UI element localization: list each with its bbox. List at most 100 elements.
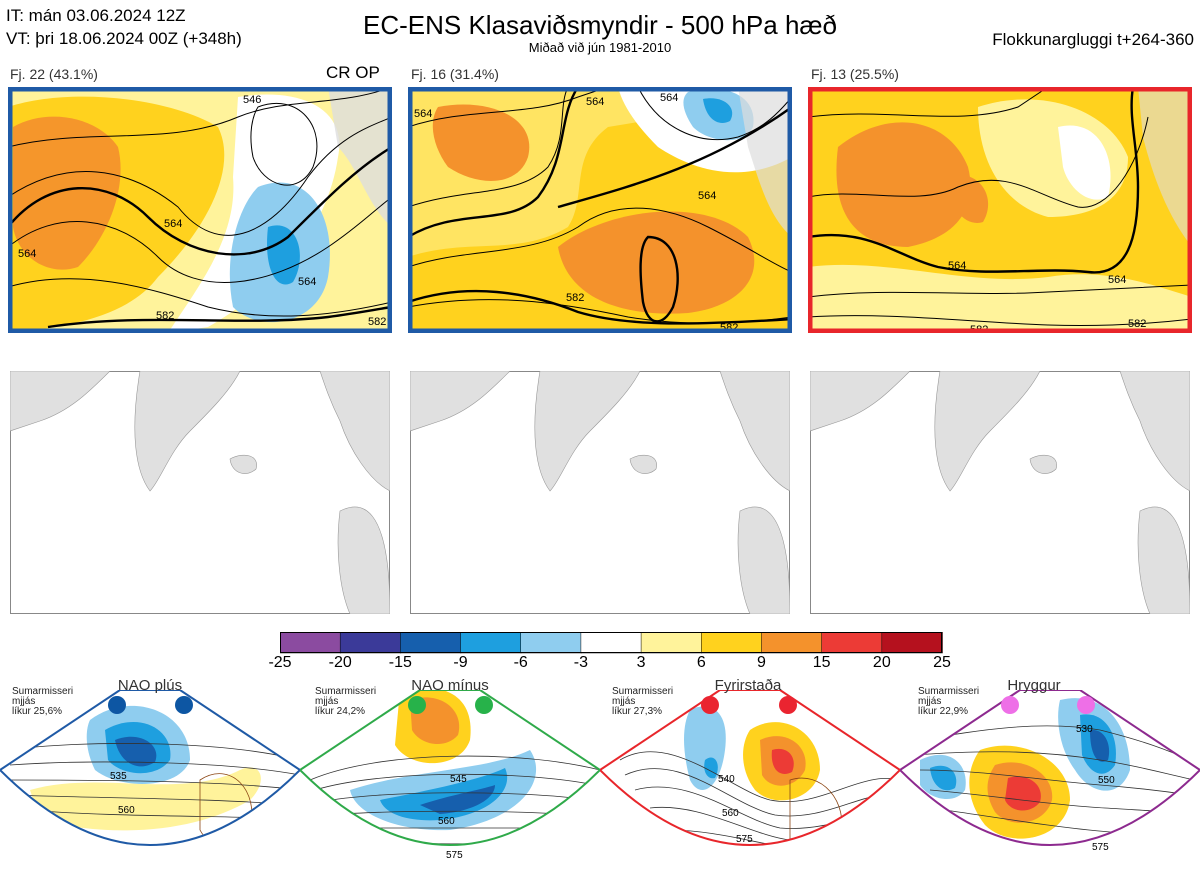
height-contour (808, 116, 1149, 208)
colorbar-cell (580, 632, 642, 654)
height-contour (314, 773, 596, 791)
regime-1-title: NAO plús (117, 677, 183, 694)
anomaly-fill-blue (267, 225, 300, 285)
colorbar-tick-label: -15 (388, 654, 412, 671)
anomaly-fill-orange (836, 122, 971, 247)
colorbar-tick-label: -9 (453, 654, 468, 671)
height-contour (8, 116, 392, 236)
season-months: mjjás (12, 696, 36, 707)
contour-label: 582 (566, 292, 584, 304)
header-info: IT: mán 03.06.2024 12Z VT: þri 18.06.202… (6, 4, 242, 50)
height-contour (408, 87, 569, 208)
contour-label: 575 (1092, 842, 1109, 853)
height-contour (309, 755, 600, 781)
anomaly-fill-orange (432, 104, 530, 181)
contour-label: 545 (450, 774, 467, 785)
colorbar-cell (520, 632, 582, 654)
regime-probability: líkur 22,9% (918, 706, 969, 717)
season-label: Sumarmisseri (12, 686, 74, 697)
cluster-3-map: 564 564 582 582 (808, 87, 1192, 333)
map-empty-2 (410, 371, 790, 614)
contour-label: 560 (722, 808, 739, 819)
colorbar-tick-label: 15 (812, 654, 831, 671)
land-greenland (1138, 87, 1192, 247)
regime-2-frame (300, 690, 600, 846)
anomaly-fill-light-yellow (808, 264, 1192, 333)
land-greenland (934, 371, 1041, 492)
height-contour (319, 792, 591, 803)
regime-4-frame (900, 690, 1200, 846)
land-iceland (1029, 454, 1057, 474)
initial-time: IT: mán 03.06.2024 12Z (6, 6, 186, 25)
contour-label: 564 (586, 96, 604, 108)
regime-4-info: Sumarmisseri mjjás líkur 22,9% (918, 687, 979, 717)
contour-label: 560 (118, 805, 135, 816)
land-canada (410, 371, 511, 432)
regime-dot (108, 696, 126, 714)
colorbar-cell (881, 632, 943, 654)
regime-2-info: Sumarmisseri mjjás líkur 24,2% (315, 687, 376, 717)
season-months: mjjás (918, 696, 942, 707)
contour-label: 540 (718, 774, 735, 785)
height-contour (919, 769, 1191, 796)
colorbar-cell (460, 632, 522, 654)
contour-label: 582 (368, 316, 386, 328)
contour-label: 560 (438, 816, 455, 827)
anomaly-fill-red (771, 748, 794, 774)
regime-3-title: Fyrirstaða (714, 677, 782, 694)
season-months: mjjás (315, 696, 339, 707)
season-label: Sumarmisseri (612, 686, 674, 697)
height-contour (250, 102, 318, 186)
contour-label: 582 (720, 322, 738, 333)
regime-dot (475, 696, 493, 714)
height-contour-major (47, 305, 392, 329)
contour-label: 564 (18, 248, 36, 260)
regime-4-title: Hryggur (1007, 677, 1061, 694)
regime-1-frame (0, 690, 300, 846)
contour-label: 550 (1098, 775, 1115, 786)
cluster-1-map: 546 564 564 564 582 582 (8, 87, 392, 333)
cluster-1-label: Fj. 22 (43.1%) (10, 66, 98, 82)
height-contour (669, 829, 856, 845)
contour-label: 575 (736, 834, 753, 845)
regime-3-frame (600, 690, 900, 846)
map-empty-1 (10, 371, 390, 614)
colorbar-cell (640, 632, 703, 654)
page-subtitle: Miðað við jún 1981-2010 (528, 40, 672, 55)
height-contour (637, 87, 792, 141)
regime-3-map: 540 560 575 (600, 690, 900, 846)
contour-label: 564 (298, 276, 316, 288)
colorbar-tick-label: 3 (636, 654, 646, 671)
height-contour (624, 768, 896, 817)
contour-label: 564 (414, 108, 432, 120)
height-contour (8, 87, 392, 148)
anomaly-fill-darkblue (115, 736, 157, 767)
regime-probability: líkur 25,6% (12, 706, 63, 717)
valid-time: VT: þri 18.06.2024 00Z (+348h) (6, 29, 242, 48)
land-greenland (534, 371, 641, 492)
anomaly-fill-orange (13, 116, 121, 270)
colorbar-tick-label: 25 (933, 654, 951, 671)
regime-2-map: 545 560 575 (300, 690, 600, 861)
height-contour (8, 278, 392, 317)
height-contour (408, 87, 609, 128)
anomaly-fill-blue (703, 98, 733, 123)
height-contour-major (408, 289, 792, 325)
regime-4-map: 530 550 575 (900, 690, 1200, 853)
colorbar (280, 632, 943, 654)
height-contour (914, 751, 1196, 781)
regime-dot (1001, 696, 1019, 714)
land-iceland (229, 454, 257, 474)
height-contour-major (808, 87, 1140, 274)
height-contour (408, 207, 792, 273)
colorbar-cell (339, 632, 402, 654)
contour-label: 564 (698, 190, 716, 202)
contour-label: 546 (243, 94, 261, 106)
height-contour (9, 743, 300, 761)
regime-dot (701, 696, 719, 714)
anomaly-fill-orange (558, 211, 755, 314)
height-contour (8, 196, 392, 283)
cluster-3-frame (808, 87, 1192, 333)
colorbar-tick-label: 6 (696, 654, 706, 671)
land-canada (810, 371, 911, 432)
